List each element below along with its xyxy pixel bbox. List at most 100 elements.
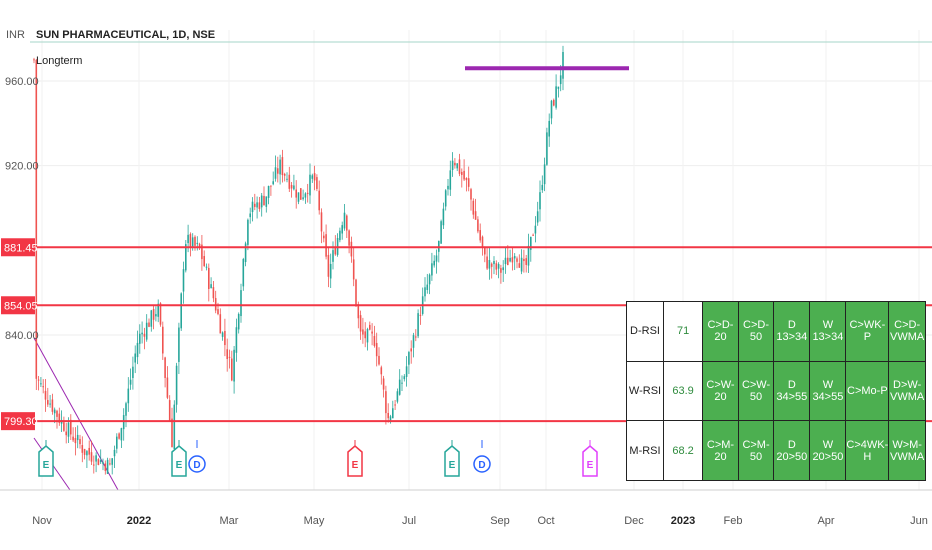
candle-body <box>171 418 173 448</box>
candle-body <box>375 342 378 357</box>
candle-body <box>53 409 56 414</box>
rsi-conditions-table: D-RSI 71 C>D-20 C>D-50 D 13>34 W 13>34 C… <box>626 301 926 481</box>
candle-body <box>504 257 507 265</box>
candle-body <box>332 250 334 262</box>
candle-body <box>472 200 475 215</box>
candle-body <box>102 462 104 464</box>
event-label: E <box>587 460 594 471</box>
candle-body <box>83 448 86 455</box>
candle-body <box>260 195 263 208</box>
candle-body <box>93 464 95 466</box>
candle-body <box>543 164 546 185</box>
candle-body <box>426 284 429 290</box>
rsi-label: W-RSI <box>626 360 664 422</box>
candle-body <box>194 236 196 246</box>
candle-body <box>516 258 518 262</box>
candle-body <box>145 322 148 340</box>
candle-body <box>548 120 550 137</box>
y-axis: 960.00 920.00 840.00 <box>5 76 39 342</box>
candle-body <box>191 237 194 247</box>
level-label: 799.30 <box>4 416 38 428</box>
candle-body <box>242 259 245 287</box>
table-row: M-RSI 68.2 C>M-20 C>M-50 D 20>50 W 20>50… <box>626 420 926 481</box>
candle-body <box>546 132 548 165</box>
candle-body <box>81 445 84 453</box>
condition-cell: C>M-50 <box>737 420 775 481</box>
candle-body <box>237 313 240 330</box>
candle-body <box>185 244 187 271</box>
candle-body <box>490 263 493 267</box>
x-tick-label: 2023 <box>671 515 695 527</box>
candle-body <box>325 234 327 257</box>
x-tick-label: Jul <box>402 515 416 527</box>
candle-body <box>196 242 199 244</box>
candle-body <box>507 257 509 266</box>
candle-body <box>281 157 284 176</box>
candle-body <box>442 208 445 226</box>
candle-body <box>539 192 541 210</box>
candle-body <box>249 213 251 218</box>
x-tick-label: Dec <box>624 515 644 527</box>
candle-body <box>42 386 44 388</box>
y-tick-label: 920.00 <box>5 161 39 173</box>
candle-body <box>79 438 81 445</box>
candle-body <box>178 327 180 362</box>
candle-body <box>415 336 417 338</box>
candle-body <box>424 287 426 297</box>
candle-body <box>70 419 72 435</box>
candle-body <box>385 391 387 414</box>
candle-body <box>369 324 371 330</box>
candle-body <box>488 260 491 269</box>
candle-body <box>274 167 277 179</box>
candle-body <box>493 260 495 265</box>
candle-body <box>198 243 201 249</box>
candle-body <box>532 234 534 236</box>
candle-body <box>76 434 79 441</box>
candle-body <box>272 181 274 185</box>
condition-cell: D 20>50 <box>773 420 811 481</box>
symbol-title: SUN PHARMACEUTICAL, 1D, NSE <box>36 29 215 41</box>
candle-body <box>109 463 111 465</box>
candle-body <box>465 177 468 181</box>
candle-body <box>290 185 293 189</box>
candle-body <box>371 331 373 334</box>
candle-body <box>454 162 456 166</box>
candle-body <box>56 410 58 417</box>
candle-body <box>118 433 120 439</box>
event-label: E <box>449 460 456 471</box>
y-tick-label: 840.00 <box>5 330 39 342</box>
candle-body <box>392 408 394 419</box>
candle-body <box>320 212 323 232</box>
candle-body <box>152 309 155 320</box>
y-tick-label: 960.00 <box>5 76 39 88</box>
candle-body <box>74 438 77 444</box>
event-label: E <box>176 460 183 471</box>
x-tick-label: Nov <box>32 515 52 527</box>
candle-body <box>408 352 410 365</box>
candle-body <box>270 185 272 187</box>
dividend-marker <box>188 455 206 473</box>
candle-body <box>366 329 369 343</box>
currency-label: INR <box>6 29 25 41</box>
candle-body <box>511 257 514 263</box>
candle-body <box>217 309 219 315</box>
candle-body <box>136 342 139 358</box>
candle-body <box>219 314 222 334</box>
rsi-value: 71 <box>662 301 704 362</box>
candle-body <box>263 195 265 206</box>
candle-body <box>484 246 486 255</box>
condition-cell: C>W-20 <box>702 360 739 422</box>
table-row: W-RSI 63.9 C>W-20 C>W-50 D 34>55 W 34>55… <box>626 360 926 422</box>
candle-body <box>520 257 523 272</box>
candle-body <box>164 357 166 378</box>
earnings-marker <box>38 445 54 477</box>
candle-body <box>58 413 61 423</box>
candle-body <box>348 230 350 246</box>
candle-body <box>474 211 477 220</box>
candlestick-series <box>33 45 564 475</box>
candle-body <box>461 171 463 175</box>
candle-body <box>318 190 320 211</box>
candle-body <box>311 175 314 179</box>
condition-cell: D 34>55 <box>773 360 811 422</box>
earnings-marker <box>444 445 460 477</box>
